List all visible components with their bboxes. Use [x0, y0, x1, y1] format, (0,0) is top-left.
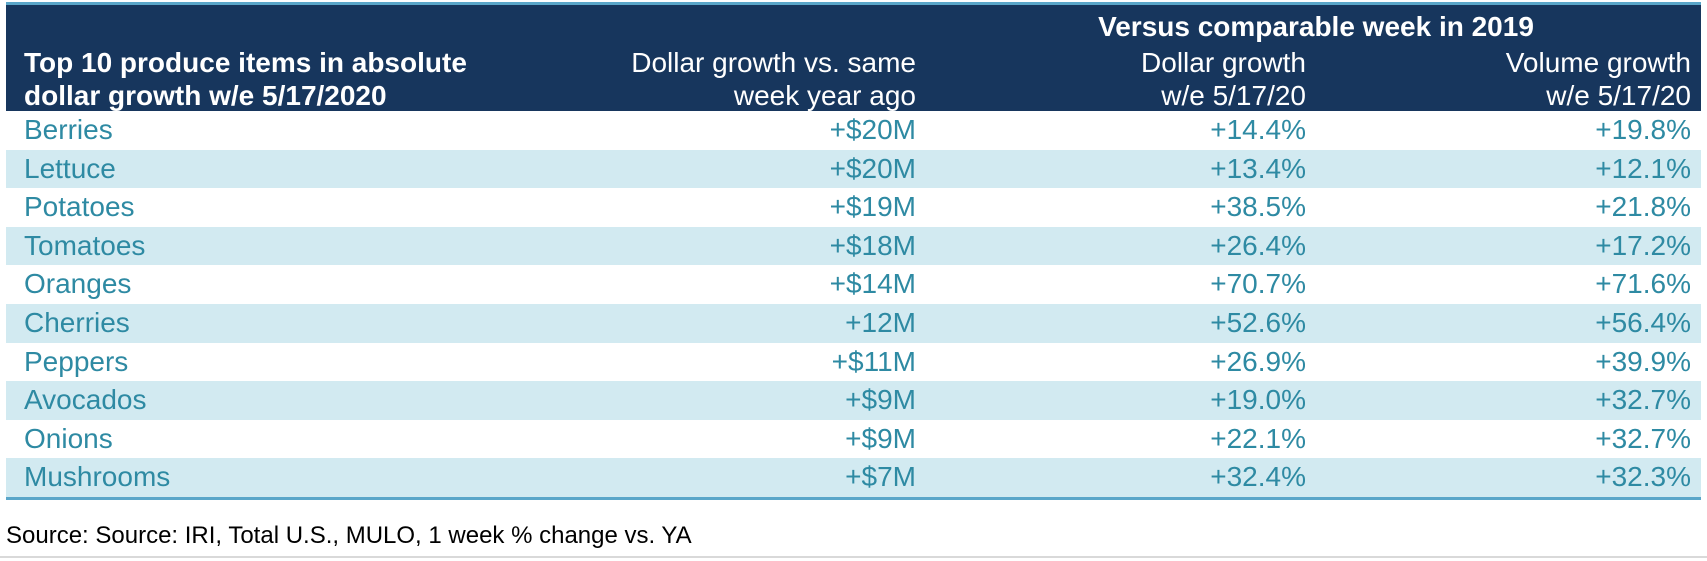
table-row: Mushrooms +$7M +32.4% +32.3% — [6, 458, 1701, 497]
header-dollar-growth-pct-line-2: w/e 5/17/20 — [1161, 80, 1306, 111]
super-header-label: Versus comparable week in 2019 — [1098, 11, 1534, 42]
cell-dollar-growth: +$9M — [845, 422, 916, 454]
cell-dollar-growth-pct: +19.0% — [1210, 384, 1306, 416]
header-dollar-growth-pct: Dollar growth w/e 5/17/20 — [1006, 46, 1306, 112]
table-row: Oranges +$14M +70.7% +71.6% — [6, 265, 1701, 304]
table-row: Tomatoes +$18M +26.4% +17.2% — [6, 226, 1701, 266]
table-row: Berries +$20M +14.4% +19.8% — [6, 111, 1701, 150]
cell-item: Tomatoes — [24, 229, 146, 261]
super-header: Versus comparable week in 2019 — [6, 11, 1534, 43]
table-row: Potatoes +$19M +38.5% +21.8% — [6, 188, 1701, 227]
cell-dollar-growth: +$7M — [845, 461, 916, 493]
cell-item: Lettuce — [24, 152, 116, 184]
cell-dollar-growth: +$20M — [829, 152, 916, 184]
cell-volume-growth-pct: +32.7% — [1595, 384, 1691, 416]
table-row: Lettuce +$20M +13.4% +12.1% — [6, 149, 1701, 189]
top-rule — [6, 2, 1701, 5]
cell-dollar-growth: +$20M — [829, 114, 916, 145]
cell-dollar-growth: +$19M — [829, 191, 916, 223]
header-item: Top 10 produce items in absolute dollar … — [24, 46, 584, 112]
header-dollar-growth-vs-ya-line-1: Dollar growth vs. same — [631, 47, 916, 78]
table-body: Berries +$20M +14.4% +19.8% Lettuce +$20… — [6, 111, 1701, 500]
cell-item: Avocados — [24, 384, 147, 416]
table-row: Peppers +$11M +26.9% +39.9% — [6, 343, 1701, 382]
cell-item: Cherries — [24, 306, 130, 338]
cell-volume-growth-pct: +12.1% — [1595, 152, 1691, 184]
header-item-line-1: Top 10 produce items in absolute — [24, 47, 467, 78]
table-row: Onions +$9M +22.1% +32.7% — [6, 420, 1701, 459]
cell-volume-growth-pct: +32.7% — [1595, 422, 1691, 454]
cell-dollar-growth: +$11M — [831, 345, 916, 377]
cell-volume-growth-pct: +19.8% — [1595, 114, 1691, 145]
cell-item: Onions — [24, 422, 113, 454]
cell-item: Peppers — [24, 345, 129, 377]
cell-item: Potatoes — [24, 191, 135, 223]
cell-dollar-growth-pct: +70.7% — [1210, 268, 1306, 300]
cell-dollar-growth-pct: +22.1% — [1210, 422, 1306, 454]
produce-growth-table: Versus comparable week in 2019 Top 10 pr… — [6, 2, 1701, 500]
header-dollar-growth-vs-ya-line-2: week year ago — [733, 80, 916, 111]
cell-volume-growth-pct: +71.6% — [1595, 268, 1691, 300]
cell-volume-growth-pct: +56.4% — [1595, 306, 1691, 338]
cell-dollar-growth-pct: +52.6% — [1210, 306, 1306, 338]
header-volume-growth-pct-line-1: Volume growth — [1505, 47, 1691, 78]
cell-item: Berries — [24, 114, 113, 145]
source-note: Source: Source: IRI, Total U.S., MULO, 1… — [6, 522, 692, 549]
cell-dollar-growth-pct: +38.5% — [1210, 191, 1306, 223]
cell-dollar-growth-pct: +32.4% — [1210, 461, 1306, 493]
cell-dollar-growth: +$9M — [845, 384, 916, 416]
cell-dollar-growth: +12M — [845, 306, 916, 338]
cell-item: Mushrooms — [24, 461, 171, 493]
header-dollar-growth-vs-ya: Dollar growth vs. same week year ago — [556, 46, 916, 112]
cell-volume-growth-pct: +32.3% — [1595, 461, 1691, 493]
table-row: Avocados +$9M +19.0% +32.7% — [6, 381, 1701, 420]
cell-dollar-growth-pct: +26.4% — [1210, 229, 1306, 261]
cell-dollar-growth-pct: +13.4% — [1210, 152, 1306, 184]
bottom-divider — [0, 556, 1707, 558]
cell-volume-growth-pct: +21.8% — [1595, 191, 1691, 223]
table-header: Versus comparable week in 2019 Top 10 pr… — [6, 5, 1701, 111]
cell-dollar-growth: +$14M — [829, 268, 916, 300]
header-volume-growth-pct: Volume growth w/e 5/17/20 — [1391, 46, 1691, 112]
header-item-line-2: dollar growth w/e 5/17/2020 — [24, 80, 387, 111]
cell-dollar-growth-pct: +26.9% — [1210, 345, 1306, 377]
cell-volume-growth-pct: +39.9% — [1595, 345, 1691, 377]
cell-item: Oranges — [24, 268, 132, 300]
cell-volume-growth-pct: +17.2% — [1595, 229, 1691, 261]
cell-dollar-growth: +$18M — [829, 229, 916, 261]
table-row: Cherries +12M +52.6% +56.4% — [6, 303, 1701, 343]
cell-dollar-growth-pct: +14.4% — [1210, 114, 1306, 145]
header-volume-growth-pct-line-2: w/e 5/17/20 — [1546, 80, 1691, 111]
header-dollar-growth-pct-line-1: Dollar growth — [1141, 47, 1306, 78]
